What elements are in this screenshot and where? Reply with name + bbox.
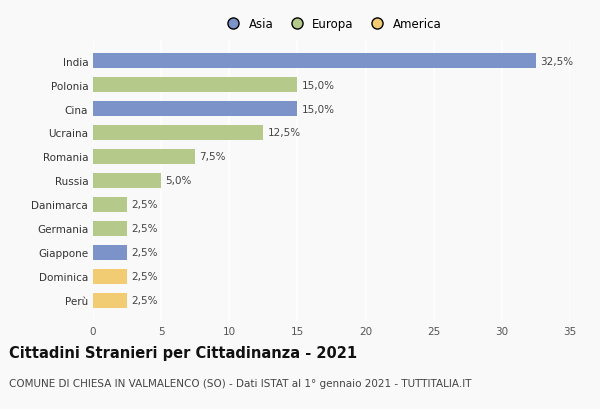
Bar: [93, 149, 195, 165]
Text: 32,5%: 32,5%: [540, 56, 573, 66]
Text: 7,5%: 7,5%: [199, 152, 226, 162]
Text: 15,0%: 15,0%: [302, 80, 335, 90]
Bar: [93, 126, 263, 141]
Text: 15,0%: 15,0%: [302, 104, 335, 114]
Text: 2,5%: 2,5%: [131, 248, 158, 258]
Bar: [93, 269, 127, 284]
Text: 12,5%: 12,5%: [268, 128, 301, 138]
Bar: [93, 245, 127, 261]
Bar: [93, 197, 127, 213]
Bar: [93, 173, 161, 189]
Text: 2,5%: 2,5%: [131, 272, 158, 282]
Bar: [93, 78, 298, 93]
Text: 2,5%: 2,5%: [131, 296, 158, 306]
Text: 2,5%: 2,5%: [131, 200, 158, 210]
Text: 2,5%: 2,5%: [131, 224, 158, 234]
Bar: [93, 54, 536, 69]
Bar: [93, 101, 298, 117]
Text: 5,0%: 5,0%: [165, 176, 191, 186]
Legend: Asia, Europa, America: Asia, Europa, America: [217, 13, 446, 36]
Bar: [93, 221, 127, 236]
Text: COMUNE DI CHIESA IN VALMALENCO (SO) - Dati ISTAT al 1° gennaio 2021 - TUTTITALIA: COMUNE DI CHIESA IN VALMALENCO (SO) - Da…: [9, 378, 472, 388]
Text: Cittadini Stranieri per Cittadinanza - 2021: Cittadini Stranieri per Cittadinanza - 2…: [9, 346, 357, 361]
Bar: [93, 293, 127, 308]
